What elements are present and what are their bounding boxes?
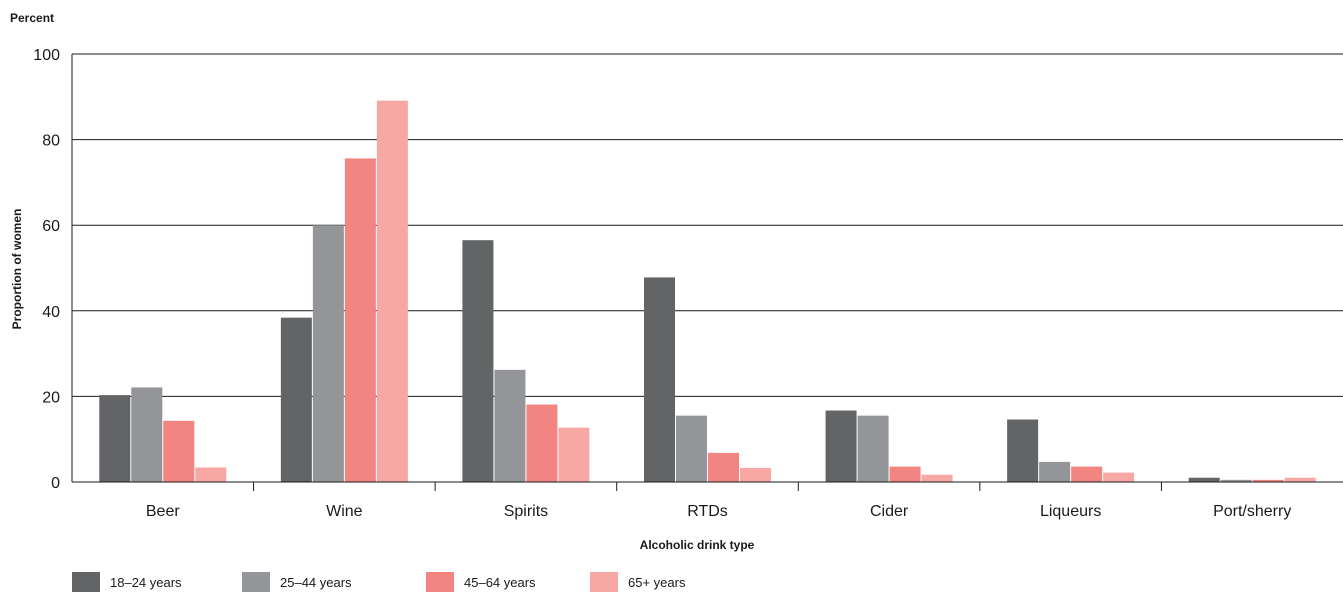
bar (494, 369, 526, 482)
legend-label: 25–44 years (280, 575, 352, 590)
y-tick-label: 20 (42, 389, 60, 406)
bars (99, 100, 1316, 482)
x-tick-label: Beer (146, 503, 180, 520)
x-tick-label: Port/sherry (1213, 503, 1291, 520)
x-axis-label: Alcoholic drink type (640, 538, 755, 552)
bar (1071, 466, 1103, 482)
y-tick-label: 40 (42, 304, 60, 321)
y-tick-label: 0 (51, 475, 60, 492)
x-tick-label: RTDs (687, 503, 728, 520)
bar (163, 420, 195, 482)
x-tick-label: Wine (326, 503, 363, 520)
bar (857, 415, 889, 482)
legend-label: 65+ years (628, 575, 686, 590)
x-tick-label: Spirits (504, 503, 548, 520)
x-tick-label: Liqueurs (1040, 503, 1101, 520)
legend-swatch (590, 572, 618, 592)
legend-swatch (426, 572, 454, 592)
legend-swatch (72, 572, 100, 592)
bar (740, 467, 771, 482)
gridlines: 0 20 40 60 80 100 (33, 47, 1343, 492)
bar (1220, 479, 1252, 482)
bar (344, 158, 376, 482)
bar (921, 474, 953, 482)
y-tick-label: 100 (33, 47, 60, 64)
bar (1039, 461, 1071, 482)
bar (99, 395, 131, 482)
y-tick-label: 80 (42, 133, 60, 150)
legend-label: 18–24 years (110, 575, 182, 590)
legend-label: 45–64 years (464, 575, 536, 590)
unit-label: Percent (10, 11, 54, 25)
bar (644, 277, 675, 482)
bar (1103, 472, 1135, 482)
y-axis-label: Proportion of women (10, 209, 24, 330)
x-axis: Beer Wine Spirits RTDs Cider Liqueurs Port/she… (72, 481, 1343, 520)
legend-swatch (242, 572, 270, 592)
bar (131, 387, 163, 482)
bar (676, 415, 707, 482)
x-tick-label: Cider (870, 503, 909, 520)
bar (376, 100, 408, 482)
bar (1252, 479, 1284, 482)
bar (195, 467, 227, 482)
bar (462, 240, 494, 482)
bar (825, 410, 857, 482)
legend: 18–24 years 25–44 years 45–64 years 65+ yea… (72, 572, 686, 592)
bar (889, 466, 921, 482)
bar (558, 427, 590, 482)
bar (1188, 477, 1220, 482)
bar (708, 452, 739, 482)
bar (526, 404, 558, 482)
y-tick-label: 60 (42, 218, 60, 235)
bar (1284, 477, 1316, 482)
bar (280, 317, 312, 482)
bar (1007, 419, 1039, 482)
bar (312, 225, 344, 482)
